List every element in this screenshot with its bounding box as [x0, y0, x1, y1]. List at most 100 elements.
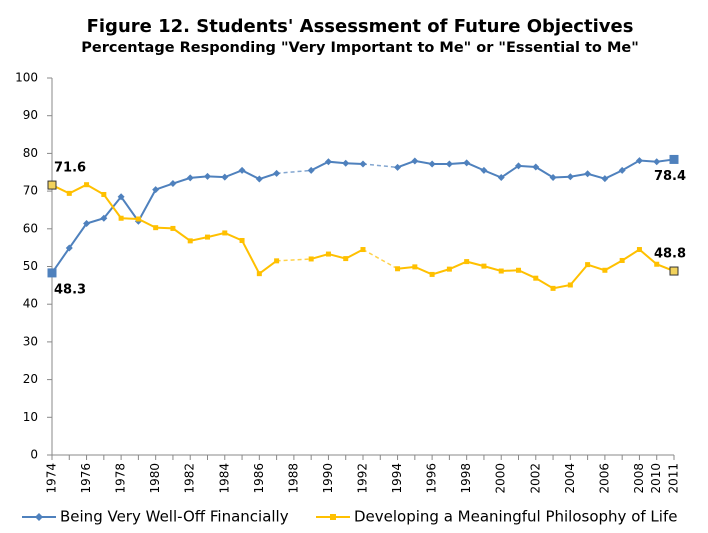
marker — [550, 285, 556, 291]
marker — [222, 230, 228, 236]
marker — [653, 158, 661, 166]
marker — [445, 160, 453, 168]
marker — [480, 166, 488, 174]
marker — [204, 172, 211, 180]
y-tick-label: 20 — [23, 372, 38, 386]
marker — [464, 259, 470, 265]
data-label: 71.6 — [54, 161, 86, 176]
marker — [602, 267, 608, 273]
x-tick-label: 1988 — [286, 463, 300, 494]
gap-bridge — [276, 169, 312, 175]
x-tick-label: 1984 — [217, 463, 231, 494]
legend-marker — [35, 513, 43, 521]
marker — [669, 266, 679, 276]
chart-subtitle: Percentage Responding "Very Important to… — [81, 40, 639, 56]
marker — [669, 154, 679, 164]
legend-label: Developing a Meaningful Philosophy of Li… — [354, 508, 677, 526]
x-tick-label: 2008 — [632, 463, 646, 494]
marker — [360, 247, 366, 253]
y-tick-label: 100 — [15, 71, 38, 85]
x-tick-label: 2011 — [667, 463, 681, 494]
marker — [395, 266, 401, 272]
y-tick-label: 90 — [23, 108, 38, 122]
marker — [324, 158, 332, 166]
marker — [567, 282, 573, 288]
series-line — [397, 248, 675, 290]
y-tick-label: 10 — [23, 410, 38, 424]
marker — [618, 166, 626, 174]
marker — [238, 166, 246, 174]
marker — [325, 251, 331, 257]
marker — [516, 267, 521, 273]
marker — [619, 257, 625, 263]
y-tick-label: 70 — [23, 184, 38, 198]
y-tick-label: 0 — [30, 448, 38, 462]
y-tick-label: 40 — [23, 297, 38, 311]
chart-title: Figure 12. Students' Assessment of Futur… — [87, 16, 634, 37]
marker — [152, 186, 160, 194]
marker — [83, 220, 91, 228]
marker — [169, 180, 177, 188]
marker — [585, 262, 591, 268]
marker — [428, 160, 436, 168]
legend-label: Being Very Well-Off Financially — [60, 508, 289, 526]
x-tick-label: 2002 — [528, 463, 542, 494]
x-tick-label: 1974 — [45, 463, 59, 494]
legend-marker — [330, 514, 336, 520]
marker — [635, 157, 643, 165]
x-tick-label: 1980 — [148, 463, 162, 494]
x-tick-label: 1992 — [356, 463, 370, 494]
marker — [66, 190, 72, 196]
marker — [239, 237, 245, 243]
marker — [498, 268, 504, 274]
gap-bridge — [362, 248, 398, 270]
marker — [274, 258, 280, 264]
marker — [47, 180, 57, 190]
marker — [497, 174, 505, 182]
marker — [584, 170, 592, 178]
marker — [429, 271, 435, 277]
gap-bridge — [362, 163, 398, 169]
series-line — [51, 169, 277, 274]
marker — [549, 174, 557, 182]
marker — [566, 173, 574, 181]
x-tick-label: 1976 — [79, 463, 93, 494]
marker — [47, 268, 57, 278]
y-tick-label: 30 — [23, 334, 38, 348]
x-tick-label: 2010 — [649, 463, 663, 494]
marker — [515, 162, 522, 170]
x-tick-label: 2006 — [597, 463, 611, 494]
x-tick-label: 2000 — [494, 463, 508, 494]
data-label: 48.8 — [654, 247, 686, 262]
marker — [308, 256, 314, 262]
marker — [446, 266, 452, 272]
marker — [532, 163, 540, 171]
marker — [84, 182, 90, 188]
marker — [100, 214, 108, 222]
x-tick-label: 1998 — [459, 463, 473, 494]
series-line — [310, 248, 364, 260]
marker — [255, 175, 263, 183]
marker — [359, 160, 367, 168]
gap-bridge — [276, 258, 312, 262]
marker — [273, 169, 281, 177]
marker — [187, 238, 193, 244]
marker — [481, 263, 487, 269]
x-tick-label: 1990 — [321, 463, 335, 494]
marker — [65, 244, 73, 252]
x-tick-label: 2004 — [563, 463, 577, 494]
series-line — [310, 160, 364, 172]
marker — [101, 191, 107, 197]
marker — [307, 166, 315, 174]
marker — [343, 256, 349, 262]
marker — [256, 271, 262, 277]
marker — [135, 216, 141, 222]
marker — [463, 159, 471, 167]
x-tick-label: 1978 — [114, 463, 128, 494]
marker — [186, 174, 194, 182]
data-label: 78.4 — [654, 169, 686, 184]
marker — [601, 175, 609, 183]
y-tick-label: 80 — [23, 146, 38, 160]
y-tick-label: 50 — [23, 259, 38, 273]
